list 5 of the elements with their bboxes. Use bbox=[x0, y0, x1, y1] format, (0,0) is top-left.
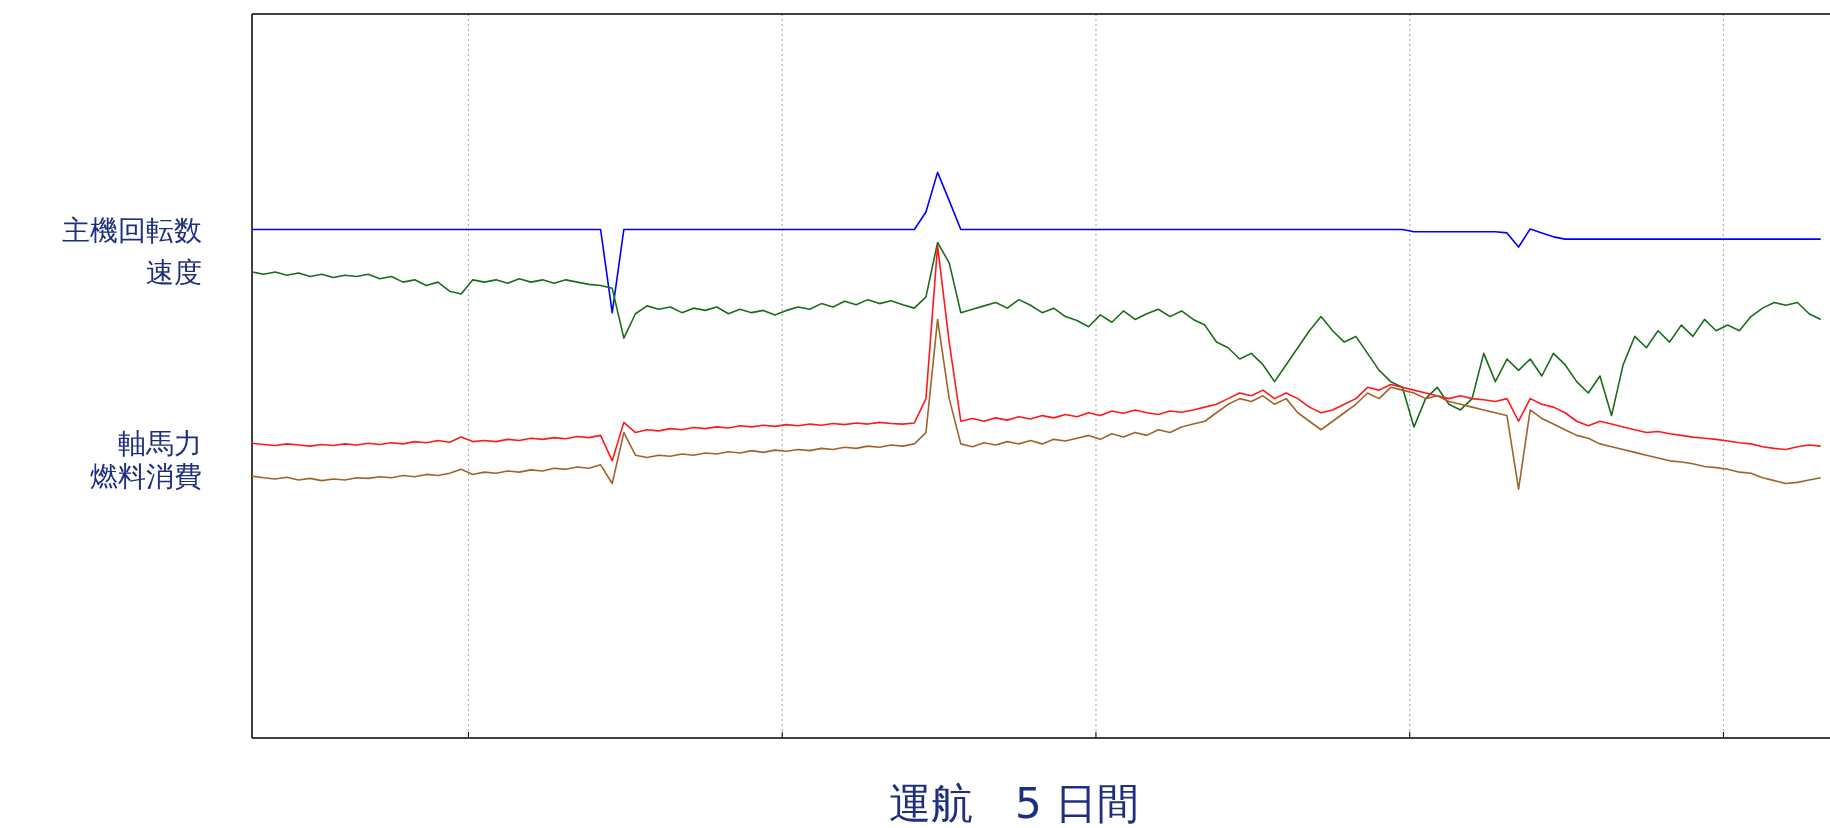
x-axis-title: 運航 5 日間 bbox=[888, 779, 1140, 828]
series-label: 燃料消費 bbox=[90, 460, 202, 494]
series-label: 軸馬力 bbox=[118, 427, 202, 461]
series-label: 速度 bbox=[146, 255, 202, 289]
series-label: 主機回転数 bbox=[62, 213, 202, 247]
